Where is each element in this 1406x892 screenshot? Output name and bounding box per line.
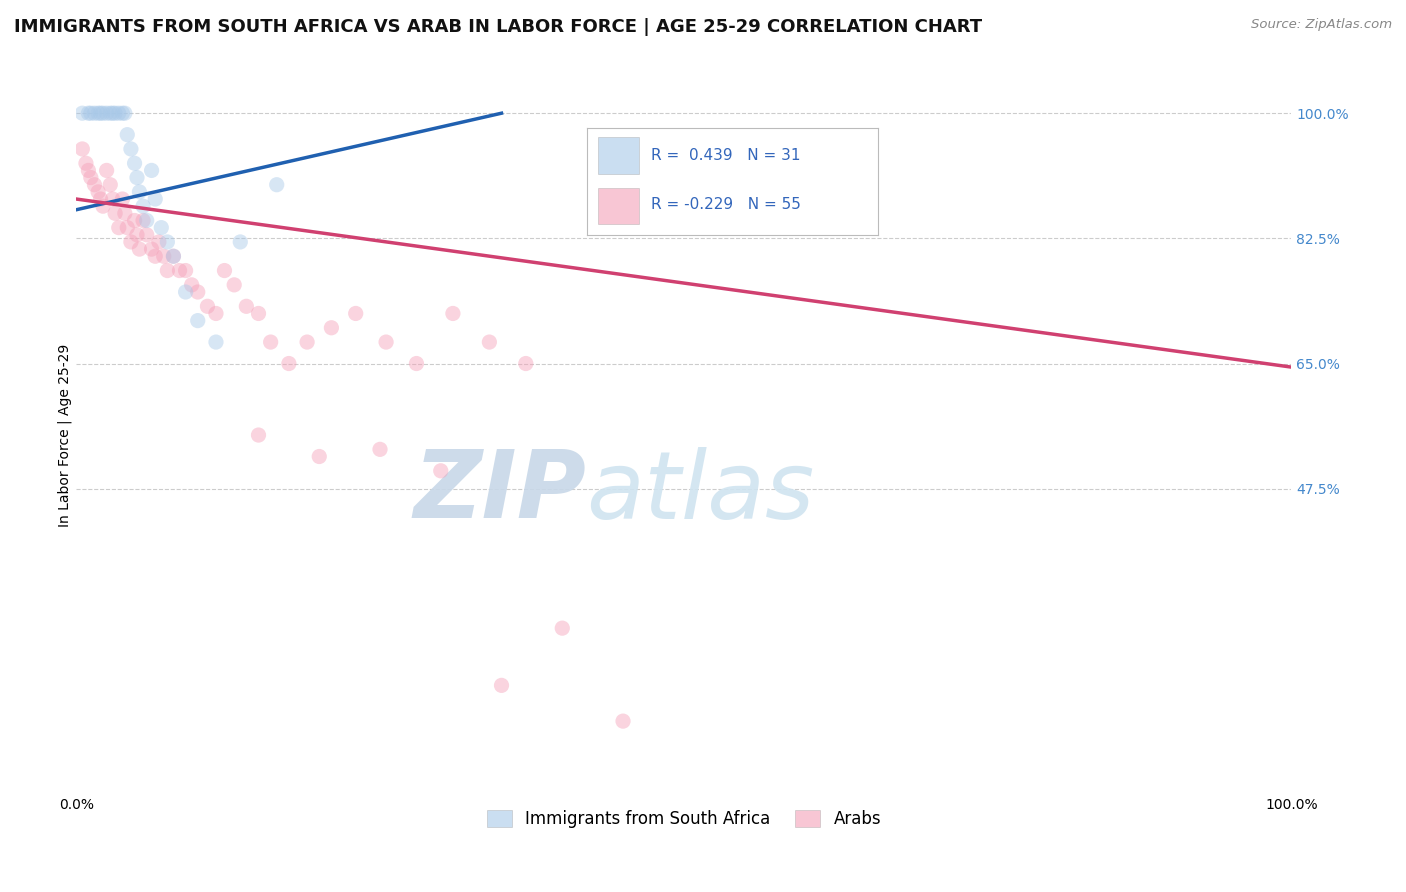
Point	[120, 235, 142, 249]
Point	[551, 621, 574, 635]
Point	[104, 106, 127, 120]
Point	[143, 249, 166, 263]
Point	[259, 334, 281, 349]
Point	[91, 199, 114, 213]
Point	[120, 142, 142, 156]
Point	[124, 156, 146, 170]
Point	[98, 178, 121, 192]
Text: atlas: atlas	[586, 447, 815, 538]
Point	[114, 106, 136, 120]
Point	[247, 306, 270, 320]
Point	[156, 263, 179, 277]
Point	[107, 106, 129, 120]
Point	[235, 299, 257, 313]
Legend: Immigrants from South Africa, Arabs: Immigrants from South Africa, Arabs	[479, 803, 887, 834]
Point	[80, 170, 103, 185]
Point	[247, 428, 270, 442]
Point	[169, 263, 191, 277]
Point	[98, 106, 121, 120]
Point	[197, 299, 219, 313]
Point	[111, 192, 134, 206]
Point	[101, 106, 124, 120]
Point	[205, 306, 228, 320]
Point	[132, 199, 155, 213]
Point	[405, 357, 427, 371]
Point	[229, 235, 252, 249]
Point	[152, 249, 174, 263]
Point	[174, 285, 197, 299]
Point	[205, 334, 228, 349]
Point	[80, 106, 103, 120]
Point	[107, 220, 129, 235]
Point	[124, 213, 146, 227]
Point	[429, 464, 451, 478]
Point	[117, 220, 139, 235]
Point	[156, 235, 179, 249]
Point	[308, 450, 330, 464]
Point	[141, 242, 163, 256]
Point	[128, 185, 150, 199]
Point	[91, 106, 114, 120]
Point	[344, 306, 367, 320]
Point	[135, 213, 157, 227]
Point	[224, 277, 246, 292]
Point	[117, 128, 139, 142]
Point	[135, 227, 157, 242]
Point	[125, 170, 148, 185]
Y-axis label: In Labor Force | Age 25-29: In Labor Force | Age 25-29	[58, 343, 72, 526]
Point	[96, 106, 118, 120]
Point	[515, 357, 537, 371]
Point	[111, 106, 134, 120]
Point	[96, 163, 118, 178]
Point	[87, 106, 110, 120]
Point	[114, 206, 136, 220]
Point	[180, 277, 202, 292]
Point	[321, 320, 343, 334]
Point	[132, 213, 155, 227]
Point	[72, 142, 94, 156]
Point	[75, 156, 97, 170]
Point	[148, 235, 170, 249]
Point	[266, 178, 288, 192]
Point	[143, 192, 166, 206]
Point	[125, 227, 148, 242]
Point	[104, 206, 127, 220]
Point	[90, 192, 112, 206]
Point	[187, 285, 209, 299]
Point	[72, 106, 94, 120]
Point	[174, 263, 197, 277]
Point	[77, 163, 100, 178]
Text: ZIP: ZIP	[413, 446, 586, 538]
Point	[214, 263, 236, 277]
Point	[90, 106, 112, 120]
Point	[368, 442, 391, 457]
Point	[150, 220, 173, 235]
Point	[77, 106, 100, 120]
Point	[162, 249, 184, 263]
Point	[83, 178, 105, 192]
Point	[441, 306, 464, 320]
Point	[277, 357, 299, 371]
Point	[375, 334, 398, 349]
Point	[491, 678, 513, 692]
Point	[478, 334, 501, 349]
Point	[128, 242, 150, 256]
Text: IMMIGRANTS FROM SOUTH AFRICA VS ARAB IN LABOR FORCE | AGE 25-29 CORRELATION CHAR: IMMIGRANTS FROM SOUTH AFRICA VS ARAB IN …	[14, 18, 983, 36]
Point	[162, 249, 184, 263]
Point	[187, 313, 209, 327]
Text: Source: ZipAtlas.com: Source: ZipAtlas.com	[1251, 18, 1392, 31]
Point	[295, 334, 318, 349]
Point	[87, 185, 110, 199]
Point	[612, 714, 634, 728]
Point	[141, 163, 163, 178]
Point	[101, 192, 124, 206]
Point	[83, 106, 105, 120]
